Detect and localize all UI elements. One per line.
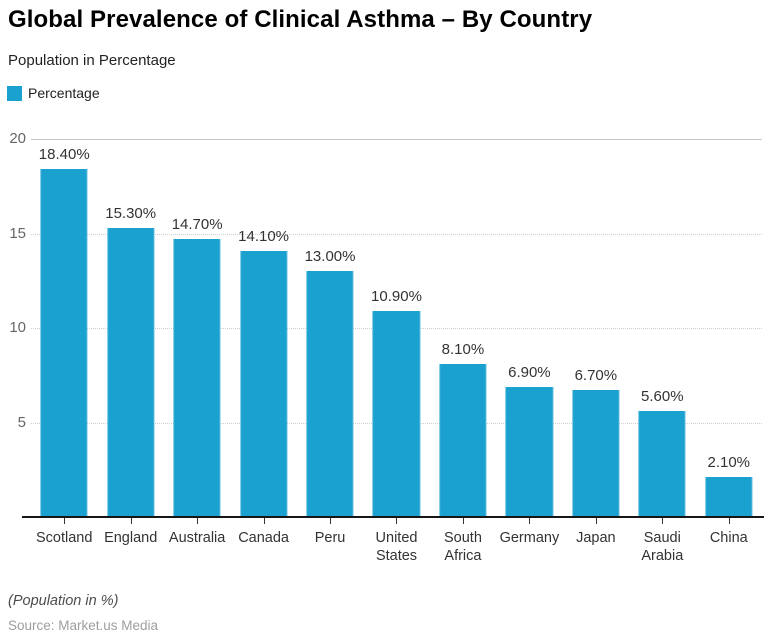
x-axis-category-label: Australia xyxy=(168,530,226,546)
x-axis-tick xyxy=(595,518,597,524)
chart-subtitle: Population in Percentage xyxy=(8,52,176,69)
bar-series: 18.40% 15.30% 14.70% 14.10% 13.00% 10.90% 8.10… xyxy=(31,139,762,524)
bar-group: 14.10% xyxy=(230,139,296,524)
bar-value-label: 8.10% xyxy=(441,340,485,358)
bar-group: 6.90% xyxy=(496,139,562,524)
bar xyxy=(40,169,88,517)
bar-value-label: 5.60% xyxy=(641,388,684,406)
legend-label: Percentage xyxy=(28,85,100,101)
bar xyxy=(705,477,753,517)
legend-square-icon xyxy=(7,85,22,101)
bar-group: 6.70% xyxy=(563,139,629,524)
bar-value-label: 2.10% xyxy=(707,454,751,472)
bar xyxy=(173,239,221,517)
x-axis-tick xyxy=(728,518,730,524)
bar-group: 8.10% xyxy=(430,139,496,524)
x-axis-tick xyxy=(64,518,66,524)
x-axis-category-label: England xyxy=(104,530,158,546)
legend-item-percentage[interactable]: Percentage xyxy=(7,85,100,101)
plot-area: 20 15 10 5 18.40% 15.30% 14.70% 14.10% 13.00% 10.… xyxy=(9,130,764,524)
x-axis-category-label: Japan xyxy=(576,530,616,546)
x-axis-category-label: Germany xyxy=(499,530,560,546)
x-axis-tick xyxy=(662,518,664,524)
bar xyxy=(306,271,354,517)
gridline xyxy=(31,139,762,140)
bar-group: 5.60% xyxy=(629,139,695,524)
x-axis-tick xyxy=(529,518,531,524)
bar-group: 13.00% xyxy=(297,139,363,524)
bar xyxy=(439,363,487,517)
gridline xyxy=(31,233,762,235)
x-axis-tick xyxy=(263,518,265,524)
x-axis-category-label: Canada xyxy=(238,530,289,546)
y-axis-tick-label: 15 xyxy=(9,224,26,242)
source-credit: Source: Market.us Media xyxy=(8,618,159,633)
bar xyxy=(505,386,553,517)
bar-group: 2.10% xyxy=(696,139,762,524)
bar-value-label: 13.00% xyxy=(304,248,356,266)
y-axis-tick-label: 5 xyxy=(17,413,26,431)
x-axis-labels: Scotland England Australia Canada Peru United… xyxy=(31,529,762,565)
bar-group: 18.40% xyxy=(31,139,97,524)
bar xyxy=(372,311,421,517)
x-axis-tick xyxy=(330,518,332,524)
y-axis-tick-label: 20 xyxy=(9,130,26,148)
footnote: (Population in %) xyxy=(8,593,119,609)
bar-value-label: 18.40% xyxy=(38,146,90,164)
x-axis-category-label: South Africa xyxy=(443,530,482,565)
bar-value-label: 10.90% xyxy=(371,288,422,305)
x-axis-tick xyxy=(462,518,464,524)
y-axis-tick-label: 10 xyxy=(9,319,26,337)
bar-value-label: 15.30% xyxy=(105,204,157,222)
x-axis-tick xyxy=(130,518,132,524)
x-axis-category-label: Saudi Arabia xyxy=(641,530,684,565)
chart-title: Global Prevalence of Clinical Asthma – B… xyxy=(8,6,593,33)
bar xyxy=(239,250,288,517)
x-axis-tick xyxy=(396,518,398,524)
x-axis-line xyxy=(22,516,764,518)
x-axis-tick xyxy=(197,518,199,524)
bar-value-label: 14.10% xyxy=(238,227,290,245)
bar xyxy=(638,411,686,517)
bar-group: 15.30% xyxy=(97,139,163,524)
bar-group: 10.90% xyxy=(363,139,429,524)
x-axis-category-label: Peru xyxy=(314,530,346,546)
x-axis-category-label: United States xyxy=(375,530,418,565)
bar-value-label: 14.70% xyxy=(171,216,223,234)
bar xyxy=(107,227,155,517)
bar-value-label: 6.90% xyxy=(508,363,551,381)
bar-value-label: 6.70% xyxy=(574,367,618,385)
bar-group: 14.70% xyxy=(164,139,230,524)
bar xyxy=(572,390,620,517)
x-axis-category-label: China xyxy=(709,530,748,546)
x-axis-category-label: Scotland xyxy=(36,530,93,546)
